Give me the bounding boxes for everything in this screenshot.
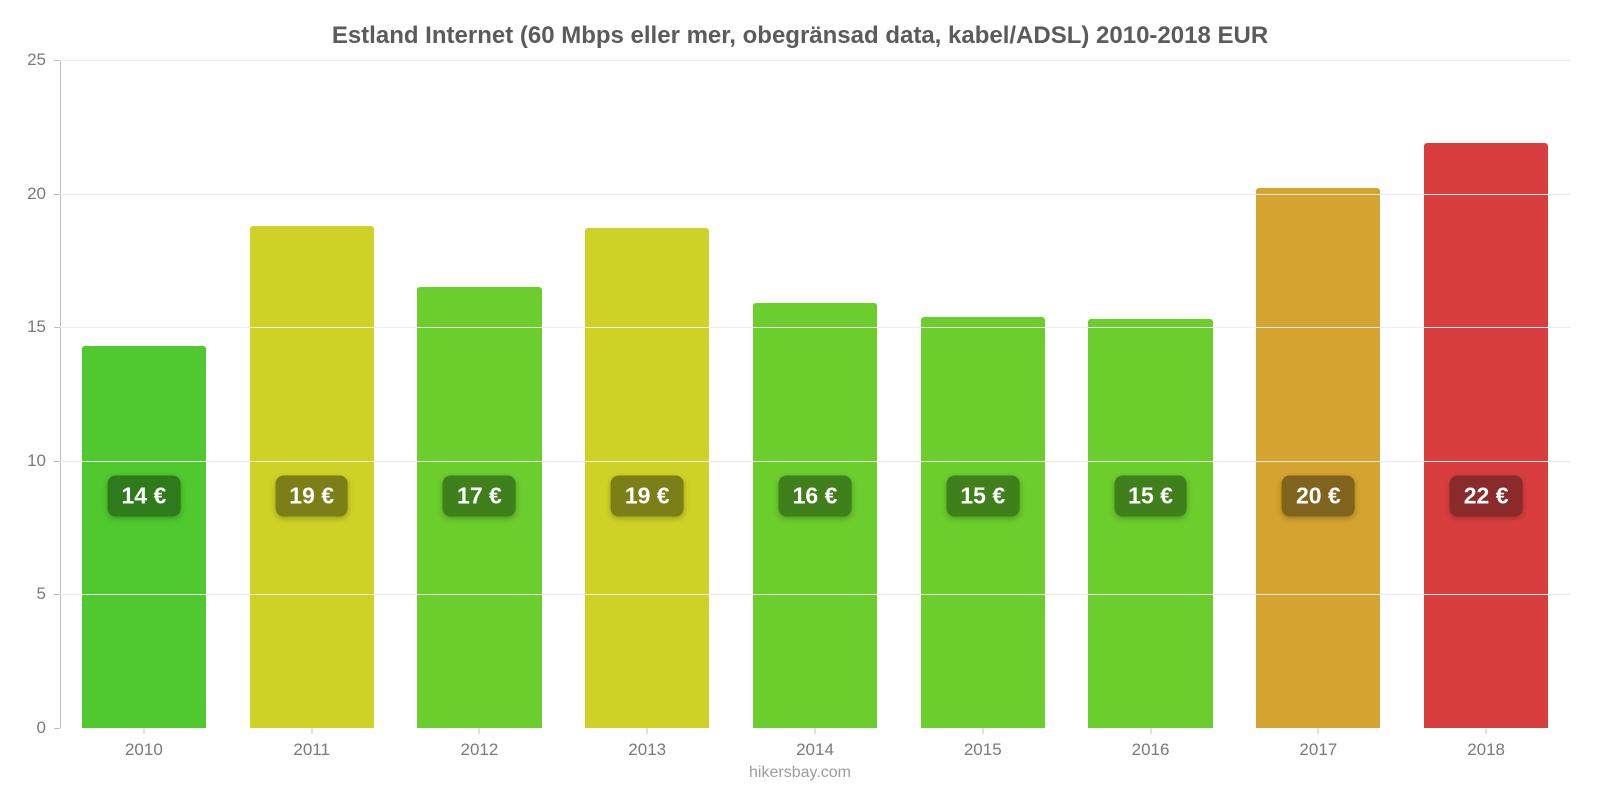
y-tick-label: 20 <box>27 184 60 204</box>
bar-value-label: 17 € <box>443 475 516 516</box>
x-tick-label: 2016 <box>1132 728 1170 760</box>
x-tick-label: 2018 <box>1467 728 1505 760</box>
bar <box>1256 188 1380 728</box>
bar-value-label: 19 € <box>611 475 684 516</box>
grid-line <box>60 194 1570 195</box>
grid-line <box>60 60 1570 61</box>
bar-value-label: 19 € <box>275 475 348 516</box>
x-tick-label: 2014 <box>796 728 834 760</box>
bar <box>1088 319 1212 728</box>
bar-value-label: 22 € <box>1450 475 1523 516</box>
chart-bars-layer: 14 € 19 € 17 € 19 € 16 € 15 € 15 € 20 € 22 € <box>60 60 1570 728</box>
bar <box>1424 143 1548 728</box>
x-tick-label: 2013 <box>628 728 666 760</box>
chart-title: Estland Internet (60 Mbps eller mer, obe… <box>0 22 1600 50</box>
grid-line <box>60 461 1570 462</box>
chart-credit: hikersbay.com <box>0 764 1600 782</box>
chart-plot-area: 14 €19 €17 €19 €16 €15 €15 €20 €22 € 051… <box>60 60 1570 728</box>
bar-chart: Estland Internet (60 Mbps eller mer, obe… <box>0 0 1600 800</box>
bar <box>82 346 206 728</box>
x-tick-label: 2015 <box>964 728 1002 760</box>
bar-value-label: 20 € <box>1282 475 1355 516</box>
grid-line <box>60 594 1570 595</box>
y-tick-label: 25 <box>27 50 60 70</box>
y-tick-label: 15 <box>27 317 60 337</box>
y-tick-label: 0 <box>37 718 60 738</box>
bar-value-label: 16 € <box>779 475 852 516</box>
x-tick-label: 2012 <box>461 728 499 760</box>
x-tick-label: 2011 <box>293 728 330 760</box>
x-tick-label: 2010 <box>125 728 163 760</box>
bar <box>921 317 1045 728</box>
bar-value-label: 15 € <box>1114 475 1187 516</box>
bar-value-label: 14 € <box>107 475 180 516</box>
grid-line <box>60 327 1570 328</box>
bar-value-label: 15 € <box>946 475 1019 516</box>
x-tick-label: 2017 <box>1299 728 1337 760</box>
y-tick-label: 5 <box>37 584 60 604</box>
y-tick-label: 10 <box>27 451 60 471</box>
